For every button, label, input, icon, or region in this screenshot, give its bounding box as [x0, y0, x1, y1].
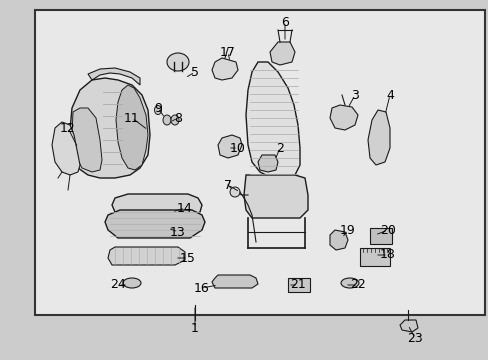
- Text: 9: 9: [154, 102, 162, 114]
- Text: 21: 21: [289, 279, 305, 292]
- Polygon shape: [88, 68, 140, 85]
- Text: 10: 10: [229, 141, 245, 154]
- Polygon shape: [329, 230, 347, 250]
- Text: 2: 2: [276, 141, 284, 154]
- Polygon shape: [212, 275, 258, 288]
- Bar: [359, 248, 389, 266]
- Text: 18: 18: [379, 248, 395, 261]
- Text: 24: 24: [110, 279, 125, 292]
- Bar: [287, 278, 309, 292]
- Polygon shape: [212, 58, 238, 80]
- Polygon shape: [70, 78, 150, 178]
- Polygon shape: [108, 247, 184, 265]
- Polygon shape: [269, 42, 294, 65]
- Text: 19: 19: [340, 224, 355, 237]
- Text: 1: 1: [191, 321, 199, 334]
- Polygon shape: [399, 320, 417, 332]
- Text: 8: 8: [174, 112, 182, 125]
- Polygon shape: [367, 110, 389, 165]
- Text: 3: 3: [350, 89, 358, 102]
- Ellipse shape: [123, 278, 141, 288]
- Polygon shape: [258, 155, 278, 172]
- Polygon shape: [72, 108, 102, 172]
- Text: 16: 16: [194, 282, 209, 294]
- Polygon shape: [52, 122, 80, 175]
- Polygon shape: [112, 194, 202, 218]
- Polygon shape: [116, 85, 148, 170]
- Text: 12: 12: [60, 122, 76, 135]
- Text: 20: 20: [379, 224, 395, 237]
- Ellipse shape: [167, 53, 189, 71]
- Text: 22: 22: [349, 279, 365, 292]
- Text: 14: 14: [177, 202, 192, 215]
- Text: 13: 13: [170, 225, 185, 239]
- Ellipse shape: [340, 278, 358, 288]
- Bar: [35, 10, 484, 315]
- Ellipse shape: [163, 115, 171, 125]
- Text: 17: 17: [220, 45, 235, 59]
- Ellipse shape: [154, 105, 161, 114]
- Ellipse shape: [171, 115, 179, 125]
- Bar: [369, 228, 391, 244]
- Text: 15: 15: [180, 252, 196, 265]
- Circle shape: [229, 187, 240, 197]
- Text: 7: 7: [224, 179, 231, 192]
- Text: 6: 6: [281, 15, 288, 28]
- Text: 4: 4: [385, 89, 393, 102]
- Polygon shape: [218, 135, 242, 158]
- Text: 11: 11: [124, 112, 140, 125]
- Polygon shape: [105, 210, 204, 238]
- Polygon shape: [329, 105, 357, 130]
- Polygon shape: [245, 62, 299, 178]
- Text: 5: 5: [191, 66, 199, 78]
- Polygon shape: [244, 175, 307, 218]
- Text: 23: 23: [407, 332, 422, 345]
